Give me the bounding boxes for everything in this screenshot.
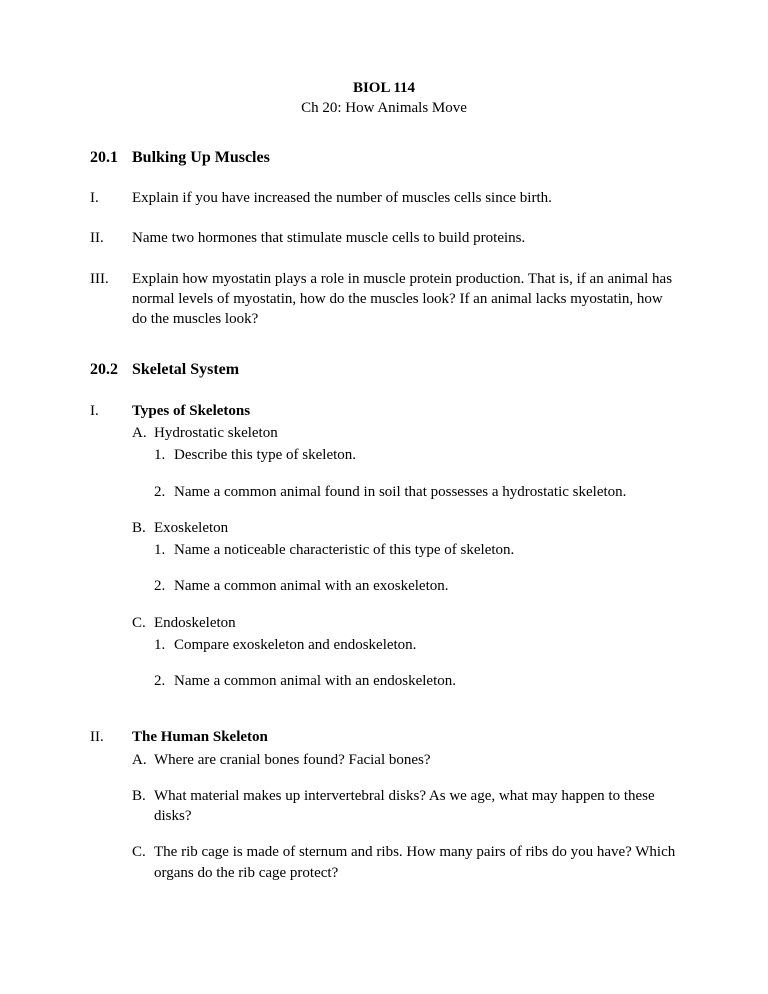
letter-item: C. The rib cage is made of sternum and r… <box>132 842 678 883</box>
letter-label: A. <box>132 750 154 770</box>
numbered-text: Name a common animal with an exoskeleton… <box>174 576 678 596</box>
letter-item: A. Where are cranial bones found? Facial… <box>132 750 678 770</box>
letter-text: The rib cage is made of sternum and ribs… <box>154 842 678 883</box>
outline-content: The Human Skeleton A. Where are cranial … <box>132 727 678 899</box>
subsection-heading: Types of Skeletons <box>132 401 678 421</box>
outline-text: Explain how myostatin plays a role in mu… <box>132 269 678 330</box>
outline-text: Explain if you have increased the number… <box>132 188 678 208</box>
letter-item: B. What material makes up intervertebral… <box>132 786 678 827</box>
section-heading-20-2: 20.2 Skeletal System <box>90 359 678 381</box>
document-page: BIOL 114 Ch 20: How Animals Move 20.1 Bu… <box>0 0 768 969</box>
numbered-text: Name a noticeable characteristic of this… <box>174 540 678 560</box>
letter-title: Exoskeleton <box>154 518 678 538</box>
document-header: BIOL 114 Ch 20: How Animals Move <box>90 78 678 119</box>
outline-text: Name two hormones that stimulate muscle … <box>132 228 678 248</box>
numbered-item: 1. Compare exoskeleton and endoskeleton. <box>154 635 678 655</box>
numbered-text: Describe this type of skeleton. <box>174 445 678 465</box>
section-heading-20-1: 20.1 Bulking Up Muscles <box>90 147 678 169</box>
roman-numeral: II. <box>90 228 132 248</box>
outline-content: Types of Skeletons A. Hydrostatic skelet… <box>132 401 678 708</box>
numbered-item: 2. Name a common animal with an exoskele… <box>154 576 678 596</box>
letter-label: C. <box>132 613 154 633</box>
letter-text: What material makes up intervertebral di… <box>154 786 678 827</box>
letter-title: Hydrostatic skeleton <box>154 423 678 443</box>
letter-list: A. Where are cranial bones found? Facial… <box>132 750 678 883</box>
section-number: 20.1 <box>90 147 132 169</box>
numbered-text: Name a common animal with an endoskeleto… <box>174 671 678 691</box>
letter-list: A. Hydrostatic skeleton 1. Describe this… <box>132 423 678 691</box>
section-title: Bulking Up Muscles <box>132 147 270 169</box>
letter-label: A. <box>132 423 154 443</box>
number-label: 1. <box>154 635 174 655</box>
number-label: 2. <box>154 576 174 596</box>
number-label: 1. <box>154 445 174 465</box>
letter-block: B. Exoskeleton 1. Name a noticeable char… <box>132 518 678 597</box>
chapter-title: Ch 20: How Animals Move <box>90 98 678 118</box>
number-label: 1. <box>154 540 174 560</box>
letter-title: Endoskeleton <box>154 613 678 633</box>
subsection-heading: The Human Skeleton <box>132 727 678 747</box>
roman-numeral: III. <box>90 269 132 330</box>
letter-label: C. <box>132 842 154 883</box>
outline-item: III. Explain how myostatin plays a role … <box>90 269 678 330</box>
numbered-item: 1. Name a noticeable characteristic of t… <box>154 540 678 560</box>
numbered-text: Compare exoskeleton and endoskeleton. <box>174 635 678 655</box>
letter-label: B. <box>132 518 154 538</box>
numbered-item: 1. Describe this type of skeleton. <box>154 445 678 465</box>
roman-numeral: II. <box>90 727 132 899</box>
letter-block: A. Hydrostatic skeleton 1. Describe this… <box>132 423 678 502</box>
numbered-item: 2. Name a common animal with an endoskel… <box>154 671 678 691</box>
letter-text: Where are cranial bones found? Facial bo… <box>154 750 678 770</box>
outline-item: II. The Human Skeleton A. Where are cran… <box>90 727 678 899</box>
outline-item: I. Explain if you have increased the num… <box>90 188 678 208</box>
numbered-item: 2. Name a common animal found in soil th… <box>154 482 678 502</box>
number-label: 2. <box>154 482 174 502</box>
course-code: BIOL 114 <box>90 78 678 98</box>
letter-label: B. <box>132 786 154 827</box>
roman-numeral: I. <box>90 401 132 708</box>
letter-block: C. Endoskeleton 1. Compare exoskeleton a… <box>132 613 678 692</box>
number-label: 2. <box>154 671 174 691</box>
section-number: 20.2 <box>90 359 132 381</box>
section-title: Skeletal System <box>132 359 239 381</box>
outline-item: II. Name two hormones that stimulate mus… <box>90 228 678 248</box>
numbered-text: Name a common animal found in soil that … <box>174 482 678 502</box>
roman-numeral: I. <box>90 188 132 208</box>
outline-item: I. Types of Skeletons A. Hydrostatic ske… <box>90 401 678 708</box>
